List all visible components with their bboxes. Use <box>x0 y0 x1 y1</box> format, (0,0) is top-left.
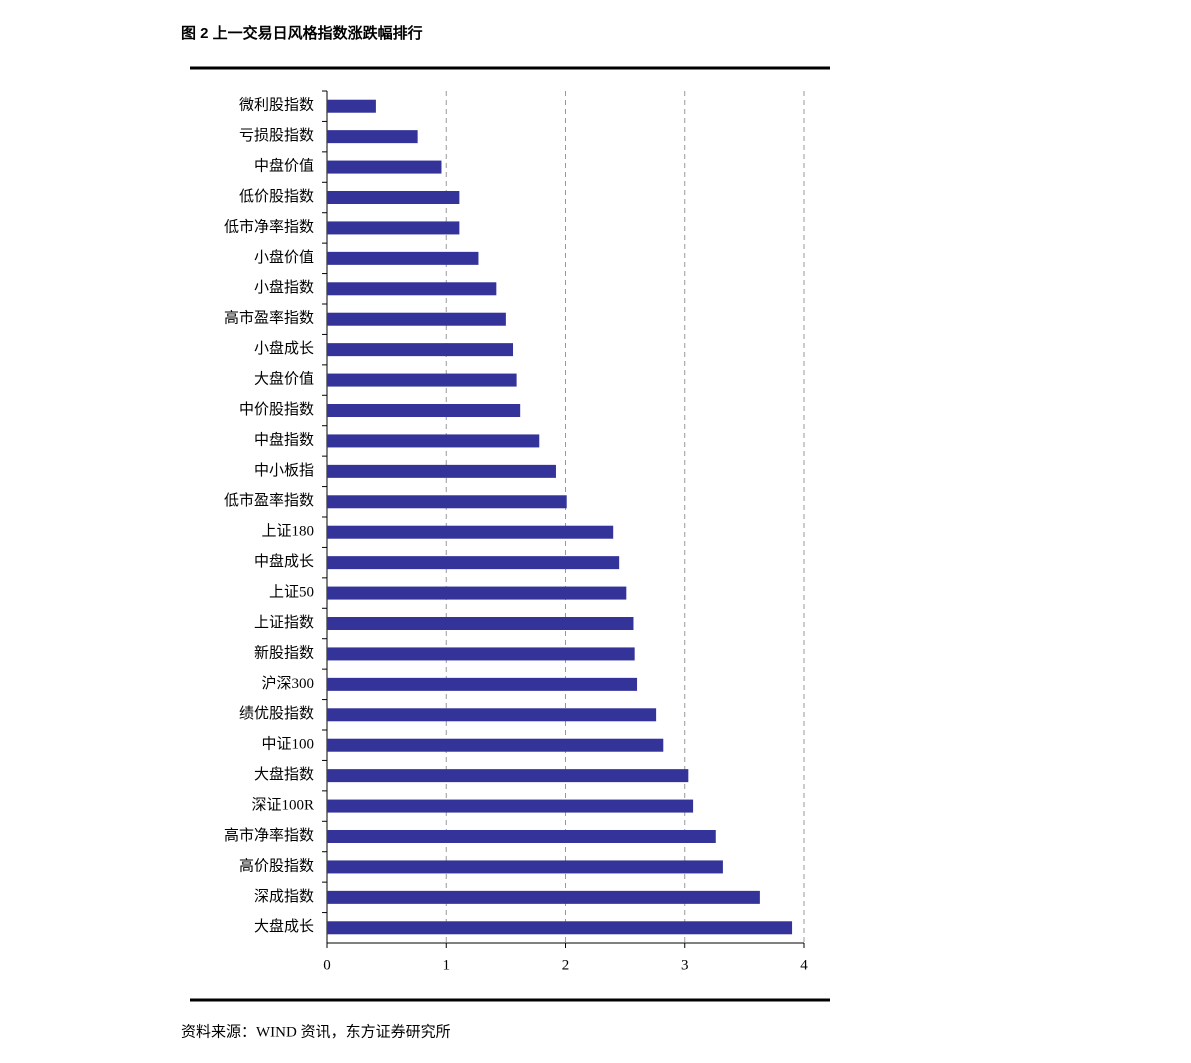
bar <box>327 495 567 509</box>
y-tick-label: 深成指数 <box>254 888 314 905</box>
x-tick-label: 2 <box>562 957 570 973</box>
y-tick-label: 低市净率指数 <box>224 218 314 235</box>
y-tick-label: 中盘指数 <box>254 430 314 448</box>
y-tick-label: 小盘成长 <box>254 339 314 357</box>
y-tick-label: 低市盈率指数 <box>224 492 314 509</box>
x-tick-label: 1 <box>443 957 451 973</box>
bar <box>327 343 514 357</box>
bar <box>327 130 418 144</box>
y-tick-label: 高市盈率指数 <box>224 310 314 327</box>
y-tick-label: 沪深300 <box>261 675 314 692</box>
bar <box>327 191 460 204</box>
bar <box>327 677 638 691</box>
y-tick-label: 小盘指数 <box>254 278 314 296</box>
y-tick-label: 亏损股指数 <box>239 127 314 144</box>
y-tick-label: 上证指数 <box>254 614 314 631</box>
x-tick-label: 0 <box>323 957 331 973</box>
bar <box>327 647 635 661</box>
x-tick-label: 4 <box>800 957 808 973</box>
bar <box>327 221 460 235</box>
bar <box>327 434 540 448</box>
source-note: 资料来源：WIND 资讯，东方证券研究所 <box>181 1023 451 1040</box>
bar <box>327 617 634 630</box>
bar <box>327 373 517 387</box>
y-tick-label: 高市净率指数 <box>224 827 314 844</box>
bar <box>327 921 793 935</box>
bar <box>327 556 620 570</box>
y-tick-label: 大盘成长 <box>254 917 314 935</box>
bar <box>327 769 689 783</box>
y-tick-label: 大盘指数 <box>254 765 314 783</box>
bar <box>327 464 556 478</box>
y-tick-label: 中证100 <box>261 736 314 753</box>
y-tick-label: 高价股指数 <box>239 857 314 874</box>
bar <box>327 708 657 722</box>
x-tick-label: 3 <box>681 957 689 973</box>
bar <box>327 312 506 326</box>
y-tick-label: 上证180 <box>261 523 314 540</box>
bar <box>327 525 614 539</box>
bar <box>327 99 376 113</box>
bar <box>327 860 723 874</box>
bar <box>327 160 442 174</box>
y-tick-label: 新股指数 <box>254 644 314 661</box>
y-tick-label: 大盘价值 <box>254 370 314 388</box>
bar <box>327 404 521 417</box>
y-tick-label: 微利股指数 <box>239 97 314 114</box>
y-tick-label: 中价股指数 <box>239 401 314 418</box>
chart-title: 图 2 上一交易日风格指数涨跌幅排行 <box>181 24 423 42</box>
bar <box>327 890 760 904</box>
bar <box>327 738 664 752</box>
y-tick-label: 中盘价值 <box>254 157 314 175</box>
bar <box>327 251 479 265</box>
y-tick-label: 中盘成长 <box>254 552 314 570</box>
bar <box>327 830 716 843</box>
y-tick-label: 小盘价值 <box>254 248 314 266</box>
y-tick-label: 低价股指数 <box>239 188 314 205</box>
bar <box>327 586 627 600</box>
y-tick-label: 中小板指 <box>254 461 314 479</box>
y-tick-label: 深证100R <box>251 797 314 814</box>
bar <box>327 799 694 813</box>
bar <box>327 282 497 296</box>
y-tick-label: 上证50 <box>269 584 314 601</box>
y-tick-label: 绩优股指数 <box>239 705 314 722</box>
